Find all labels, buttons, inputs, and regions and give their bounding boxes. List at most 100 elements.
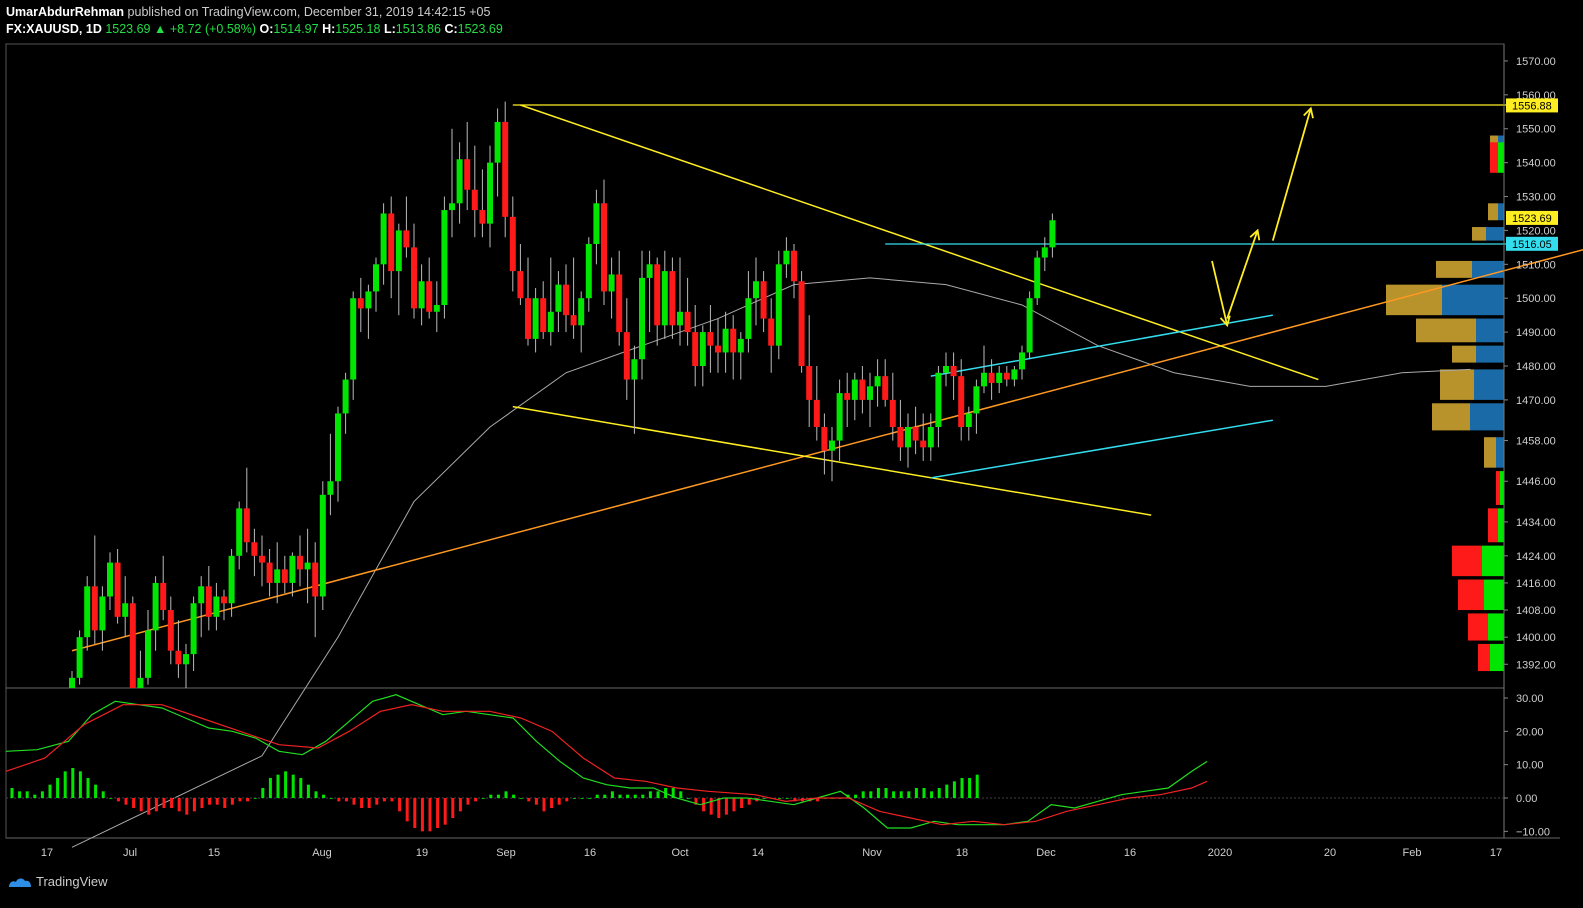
- low-value: 1513.86: [395, 22, 441, 36]
- macd-hist-bar-112: [861, 791, 865, 798]
- candle-53: [471, 189, 478, 211]
- volume-profile-bar-left-7: [1440, 369, 1474, 400]
- volume-profile-bar-right-4: [1442, 284, 1504, 316]
- brand-name[interactable]: TradingView: [36, 874, 108, 889]
- macd-hist-bar-35: [276, 774, 280, 798]
- candle-108: [889, 399, 896, 428]
- x-tick-label-11: Dec: [1036, 847, 1056, 859]
- candle-109: [897, 427, 904, 448]
- price-label-2: 1516.05: [1512, 239, 1552, 251]
- volume-profile-bar-right-7: [1474, 369, 1504, 400]
- candle-57: [502, 121, 509, 217]
- macd-hist-bar-74: [572, 798, 576, 799]
- candle-104: [859, 379, 866, 400]
- macd-hist-bar-106: [816, 798, 820, 802]
- candle-37: [350, 298, 357, 380]
- x-tick-label-14: 20: [1324, 847, 1336, 859]
- candle-122: [996, 372, 1003, 383]
- candle-33: [319, 494, 326, 597]
- candle-49: [441, 210, 448, 305]
- candle-10: [145, 630, 151, 678]
- macd-hist-bar-87: [671, 788, 675, 798]
- macd-hist-bar-113: [869, 791, 873, 798]
- published-text: published on TradingView.com, December 3…: [124, 5, 491, 19]
- candle-101: [836, 393, 843, 441]
- candle-29: [289, 555, 296, 583]
- candle-83: [699, 332, 706, 366]
- macd-hist-bar-118: [907, 791, 911, 798]
- candle-22: [236, 508, 243, 556]
- candle-103: [851, 379, 858, 400]
- macd-hist-bar-26: [208, 798, 212, 805]
- candle-102: [844, 393, 851, 400]
- close-label: C:: [444, 22, 458, 36]
- y-tick-label-8: 1470.00: [1516, 395, 1556, 407]
- candle-23: [243, 508, 250, 543]
- projection-arrow-up-2-head: [1303, 106, 1314, 119]
- y-tick-label-1: 1400.00: [1516, 632, 1556, 644]
- candle-54: [479, 210, 486, 224]
- candle-21: [228, 555, 235, 604]
- x-tick-label-8: 14: [752, 847, 764, 859]
- macd-hist-bar-95: [732, 798, 736, 812]
- macd-hist-bar-71: [550, 798, 554, 808]
- macd-hist-bar-102: [785, 798, 789, 799]
- macd-hist-bar-60: [466, 798, 470, 805]
- candle-43: [395, 230, 402, 272]
- macd-hist-bar-84: [648, 791, 652, 798]
- author-name[interactable]: UmarAbdurRehman: [6, 5, 125, 19]
- macd-hist-bar-85: [656, 791, 660, 798]
- macd-hist-bar-101: [778, 798, 782, 799]
- y-tick-label-9: 1480.00: [1516, 361, 1556, 373]
- candle-15: [183, 654, 189, 665]
- close-value: 1523.69: [457, 22, 503, 36]
- macd-hist-bar-16: [132, 798, 136, 808]
- candle-82: [692, 332, 699, 366]
- macd-hist-bar-75: [580, 798, 584, 799]
- candle-12: [160, 582, 167, 611]
- volume-profile-bar-right-9: [1496, 437, 1504, 468]
- candle-8: [129, 603, 136, 688]
- candle-45: [411, 247, 417, 309]
- volume-profile-bar-right-6: [1476, 345, 1504, 363]
- volume-profile-bar-left-6: [1452, 345, 1476, 363]
- candle-40: [373, 264, 379, 292]
- y-tick-label-15: 1540.00: [1516, 158, 1556, 170]
- candle-115: [943, 366, 949, 373]
- macd-hist-bar-59: [458, 798, 462, 812]
- candle-44: [403, 230, 410, 248]
- macd-hist-bar-72: [557, 798, 561, 805]
- candle-65: [563, 284, 569, 316]
- macd-hist-bar-30: [238, 798, 242, 802]
- candle-119: [973, 386, 980, 414]
- macd-hist-bar-120: [922, 788, 926, 798]
- macd-hist-bar-81: [626, 794, 630, 798]
- macd-hist-bar-70: [542, 798, 546, 812]
- candle-97: [806, 366, 813, 400]
- macd-hist-bar-123: [945, 784, 949, 798]
- symbol-name[interactable]: FX:XAUUSD, 1D: [6, 22, 102, 36]
- macd-hist-bar-58: [451, 798, 455, 818]
- candle-63: [547, 311, 554, 333]
- macd-hist-bar-97: [747, 798, 751, 805]
- macd-hist-bar-69: [534, 798, 538, 805]
- macd-hist-bar-32: [253, 798, 257, 799]
- candle-18: [205, 586, 212, 617]
- volume-profile-bar-right-2: [1486, 227, 1504, 241]
- macd-hist-bar-13: [109, 798, 113, 799]
- y-tick-label-13: 1520.00: [1516, 225, 1556, 237]
- candle-99: [821, 427, 828, 451]
- macd-hist-bar-116: [892, 791, 896, 798]
- candle-46: [418, 281, 425, 309]
- candle-106: [874, 376, 881, 387]
- macd-hist-bar-11: [94, 784, 98, 798]
- last-price: 1523.69: [105, 22, 151, 36]
- y-tick-label-4: 1424.00: [1516, 551, 1556, 563]
- macd-hist-bar-117: [899, 791, 903, 798]
- x-tick-label-1: Jul: [123, 847, 137, 859]
- macd-y-tick-label-3: 0.00: [1516, 793, 1537, 805]
- candle-24: [251, 542, 258, 556]
- projection-arrow-up-2: [1271, 108, 1312, 241]
- candle-123: [1003, 372, 1010, 380]
